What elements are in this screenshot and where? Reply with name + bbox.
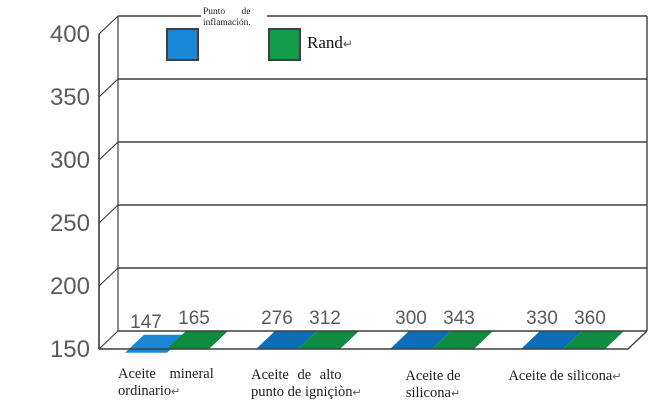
- return-mark: ↵: [171, 386, 181, 398]
- bar-top-face: [432, 330, 493, 349]
- bar-value-label: 276: [261, 308, 293, 329]
- tick-depth-line: [98, 15, 119, 35]
- tick-depth-line: [98, 330, 119, 350]
- y-tick-label: 250: [50, 210, 90, 237]
- bar-side-face: [474, 330, 493, 349]
- legend-label-flash-point: Punto de inflamación.: [201, 6, 267, 30]
- x-label-alto-punto: Aceite de alto punto de igniçiòn↵: [251, 367, 362, 400]
- return-mark: ↵: [352, 387, 362, 399]
- return-mark: ↵: [450, 388, 461, 400]
- bar-side-face: [605, 330, 624, 349]
- bar-value-label: 300: [395, 308, 427, 329]
- y-tick-label: 400: [50, 21, 90, 48]
- legend-label-rand: Rand↵: [307, 33, 353, 52]
- y-tick-label: 350: [50, 84, 90, 111]
- bar-top-face: [563, 330, 624, 349]
- return-mark: ↵: [612, 371, 622, 383]
- tick-depth-line: [98, 267, 119, 287]
- bar-value-label: 343: [443, 308, 475, 329]
- bar-value-label: 330: [526, 308, 558, 329]
- y-tick-label: 300: [50, 147, 90, 174]
- bar-side-face: [209, 330, 228, 349]
- bar-top-face: [390, 330, 451, 349]
- bar-side-face: [340, 330, 359, 349]
- bar-value-label: 165: [178, 308, 210, 329]
- floor-right-edge: [627, 330, 648, 350]
- bar-top-face: [256, 330, 317, 349]
- tick-depth-line: [98, 204, 119, 224]
- x-label-silicona-2: Aceite de silicona↵: [508, 368, 622, 384]
- legend-label-line1: Punto de: [203, 7, 251, 17]
- bar-value-label: 360: [574, 308, 606, 329]
- bar-top-face: [521, 330, 582, 349]
- bar-top-face: [167, 330, 228, 349]
- x-label-silicona-1: Aceite de silicona↵: [405, 368, 461, 401]
- x-label-aceite-mineral: Aceite mineral ordinario↵: [118, 366, 214, 399]
- y-tick-label: 200: [50, 273, 90, 300]
- bar-top-face: [298, 330, 359, 349]
- legend-swatch-rand: [268, 28, 301, 61]
- bar-value-label: 312: [309, 308, 341, 329]
- return-mark: ↵: [342, 37, 353, 51]
- y-tick-label: 150: [50, 336, 90, 363]
- bar-value-label: 147: [130, 312, 162, 333]
- legend-swatch-flash-point: [166, 28, 199, 61]
- tick-depth-line: [98, 78, 119, 98]
- tick-depth-line: [98, 141, 119, 161]
- legend-label-line2: inflamación.: [203, 18, 251, 28]
